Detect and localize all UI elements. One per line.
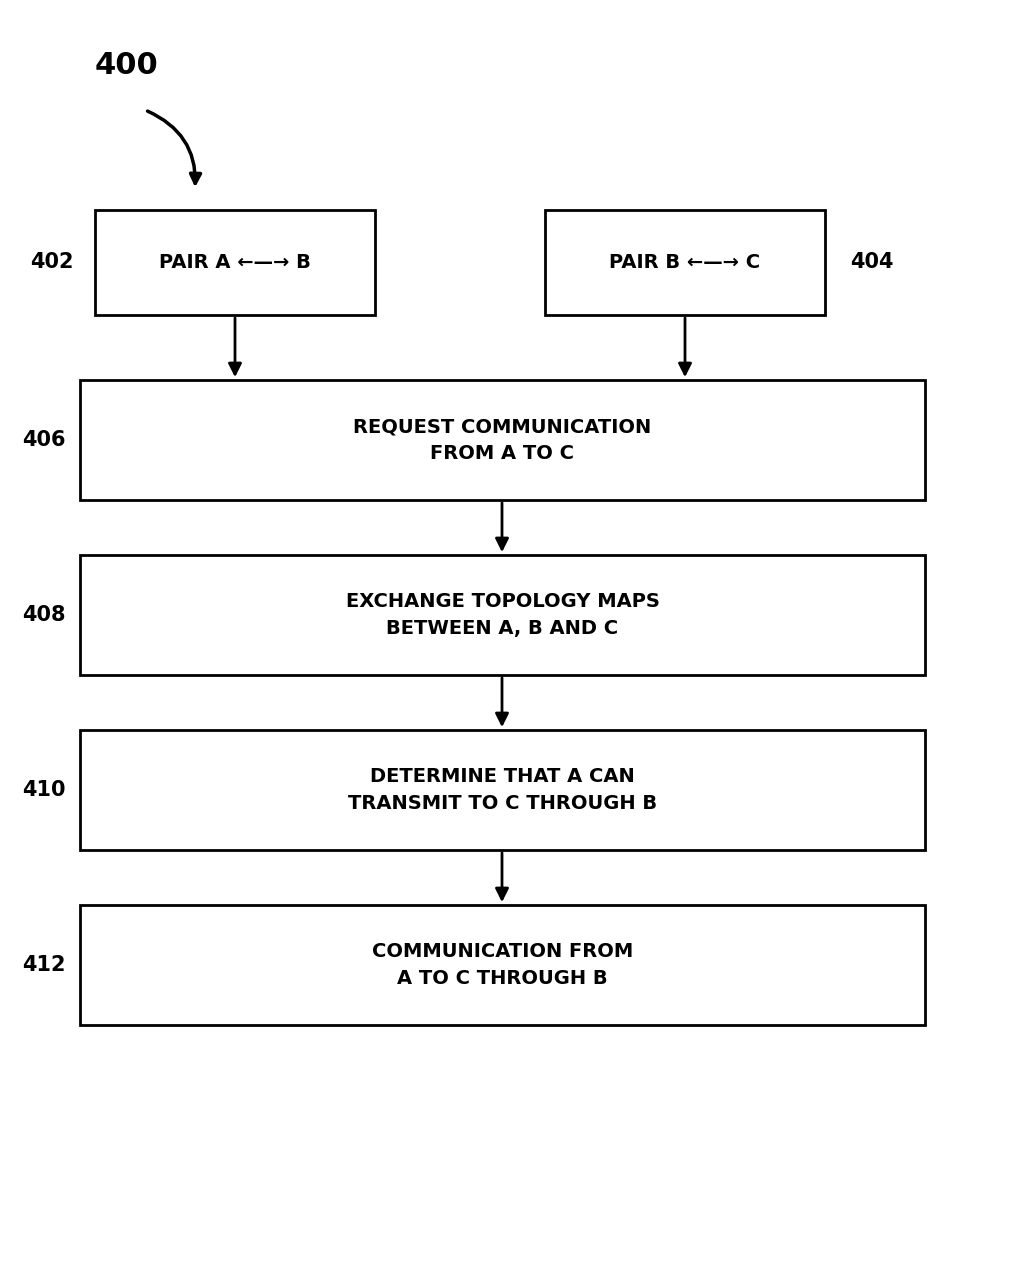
Bar xyxy=(80,905,925,1025)
Text: 408: 408 xyxy=(23,604,65,625)
Bar xyxy=(95,210,375,314)
Text: COMMUNICATION FROM
A TO C THROUGH B: COMMUNICATION FROM A TO C THROUGH B xyxy=(372,942,633,988)
Text: DETERMINE THAT A CAN
TRANSMIT TO C THROUGH B: DETERMINE THAT A CAN TRANSMIT TO C THROU… xyxy=(348,767,657,813)
Text: EXCHANGE TOPOLOGY MAPS
BETWEEN A, B AND C: EXCHANGE TOPOLOGY MAPS BETWEEN A, B AND … xyxy=(346,592,660,638)
Text: REQUEST COMMUNICATION
FROM A TO C: REQUEST COMMUNICATION FROM A TO C xyxy=(353,417,652,463)
Text: 412: 412 xyxy=(23,955,65,975)
Text: PAIR B ←—→ C: PAIR B ←—→ C xyxy=(610,253,760,272)
Bar xyxy=(80,555,925,675)
Bar xyxy=(545,210,825,314)
Bar xyxy=(80,380,925,500)
Text: 410: 410 xyxy=(23,780,65,800)
Text: PAIR A ←—→ B: PAIR A ←—→ B xyxy=(159,253,311,272)
Text: 402: 402 xyxy=(30,252,74,272)
FancyArrowPatch shape xyxy=(147,111,201,183)
Text: 406: 406 xyxy=(23,429,65,450)
Bar xyxy=(80,730,925,850)
Text: 400: 400 xyxy=(95,51,159,79)
Text: 404: 404 xyxy=(850,252,893,272)
